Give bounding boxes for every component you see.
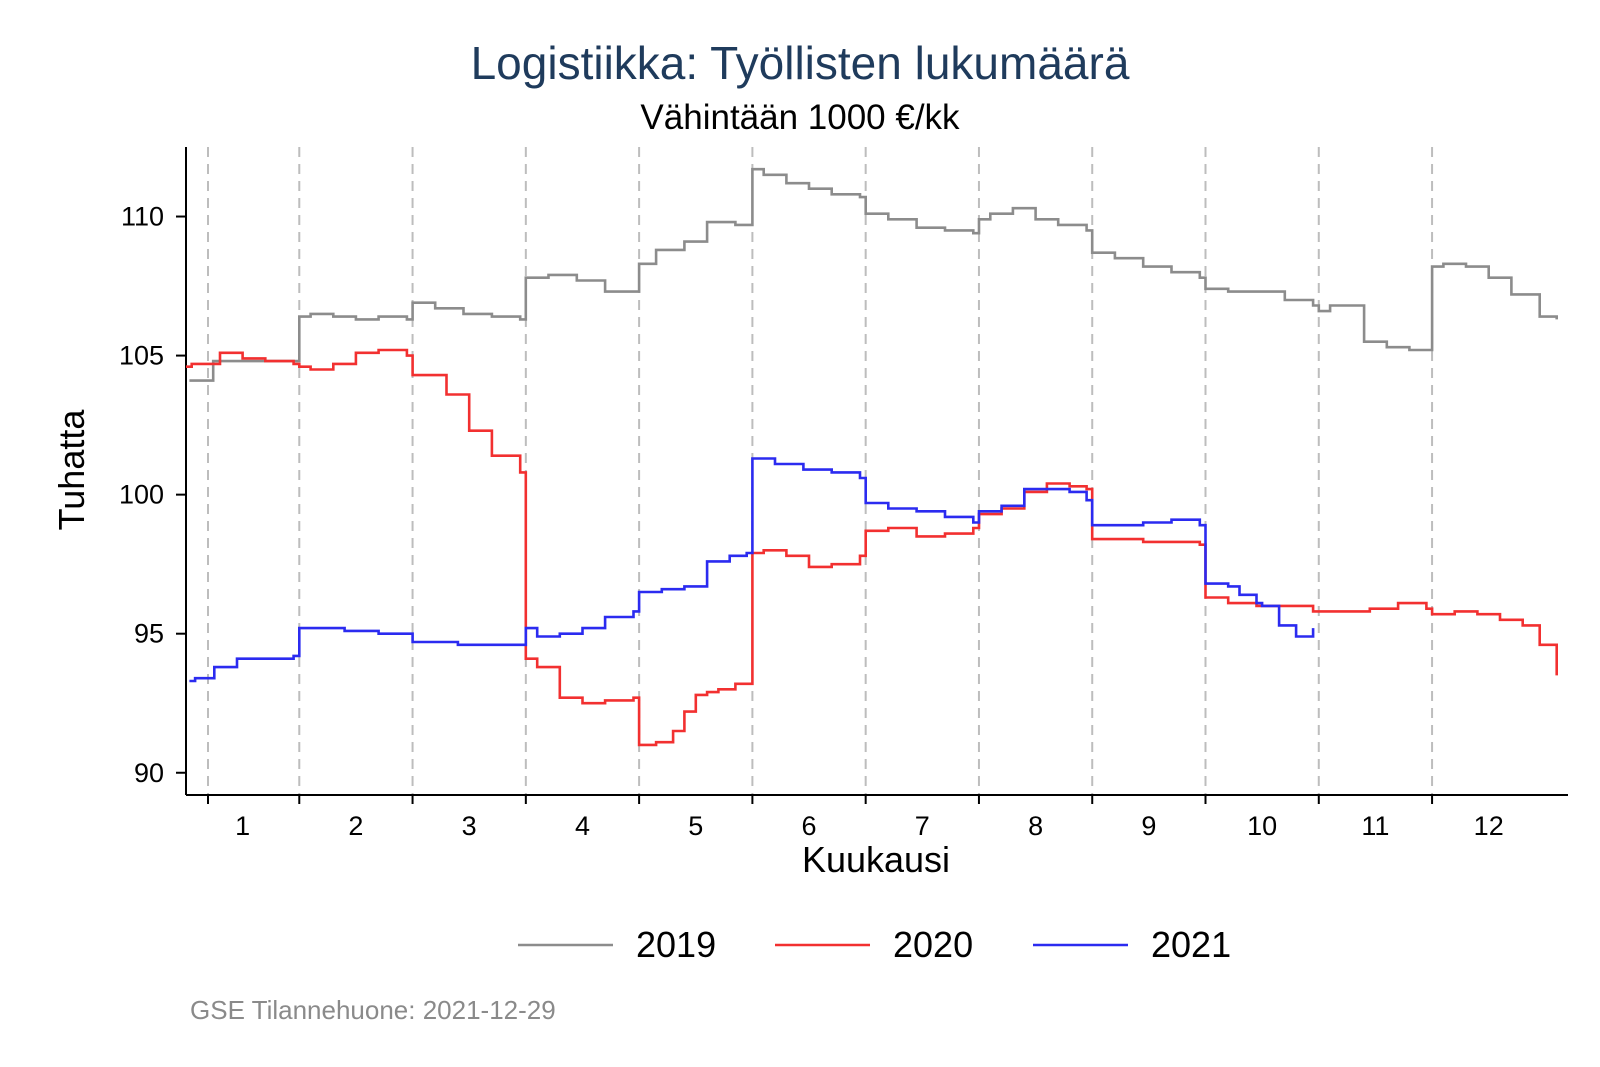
y-axis-ticks: 90 95 100 105 110 <box>119 202 186 788</box>
y-tick-label: 95 <box>134 619 164 649</box>
chart-subtitle: Vähintään 1000 €/kk <box>640 98 960 137</box>
x-tick-label: 12 <box>1474 811 1504 841</box>
y-axis-label: Tuhatta <box>51 409 92 531</box>
y-tick-label: 110 <box>121 202 164 232</box>
x-tick-label: 7 <box>915 811 930 841</box>
source-note: GSE Tilannehuone: 2021-12-29 <box>190 995 556 1025</box>
data-series <box>186 167 1558 747</box>
x-tick-label: 5 <box>688 811 703 841</box>
legend-label-2020: 2020 <box>893 924 973 965</box>
x-axis-label: Kuukausi <box>802 839 950 880</box>
legend-label-2021: 2021 <box>1151 924 1231 965</box>
x-tick-label: 3 <box>462 811 477 841</box>
x-tick-label: 2 <box>348 811 363 841</box>
y-tick-label: 100 <box>119 480 164 510</box>
x-tick-label: 10 <box>1247 811 1277 841</box>
legend-label-2019: 2019 <box>636 924 716 965</box>
x-tick-label: 9 <box>1141 811 1156 841</box>
y-tick-label: 90 <box>134 758 164 788</box>
month-boundary-lines <box>207 147 1434 795</box>
legend: 2019 2020 2021 <box>518 924 1231 965</box>
series-line-2019 <box>189 167 1558 382</box>
x-tick-label: 11 <box>1361 811 1389 841</box>
x-tick-label: 6 <box>802 811 817 841</box>
x-axis-ticks: 1 2 3 4 5 6 7 8 9 10 11 12 <box>207 795 1504 841</box>
y-tick-label: 105 <box>119 341 164 371</box>
x-tick-label: 1 <box>235 811 250 841</box>
series-line-2021 <box>189 457 1315 683</box>
x-tick-label: 8 <box>1028 811 1043 841</box>
axes <box>185 147 1568 796</box>
series-line-2020 <box>186 348 1558 747</box>
chart-title: Logistiikka: Työllisten lukumäärä <box>470 37 1130 89</box>
x-tick-label: 4 <box>575 811 590 841</box>
